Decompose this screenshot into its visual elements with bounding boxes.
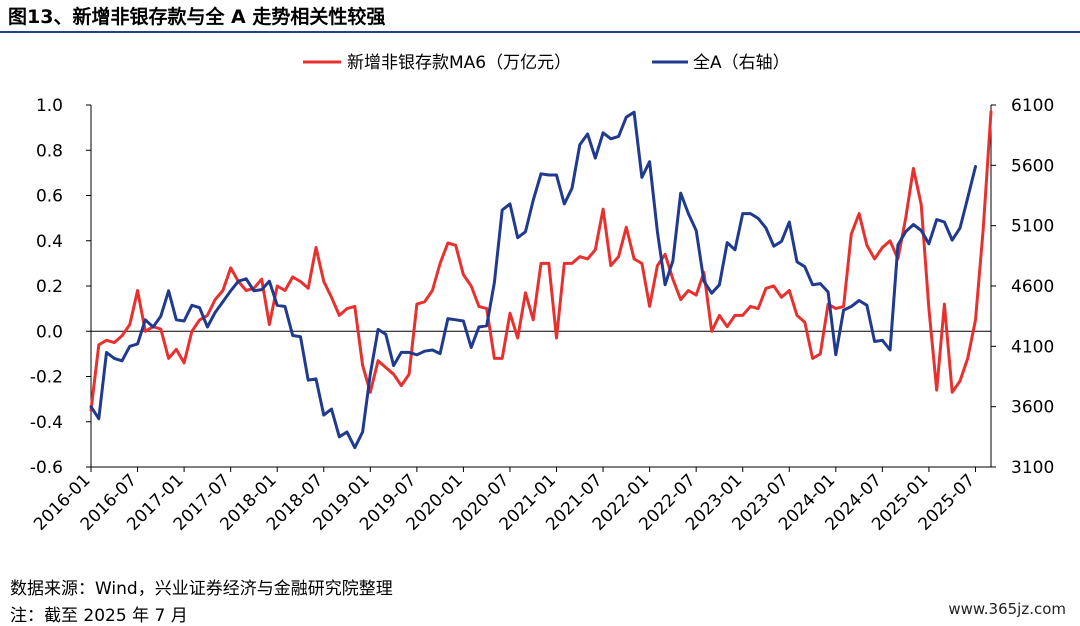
source-note: 数据来源：Wind，兴业证券经济与金融研究院整理	[10, 579, 393, 599]
right-tick-label: 3600	[1011, 398, 1054, 418]
right-tick-label: 3100	[1011, 458, 1054, 478]
left-tick-label: -0.6	[30, 458, 63, 478]
legend-label-red: 新增非银存款MA6（万亿元）	[347, 53, 571, 73]
watermark: www.365jz.com	[948, 600, 1066, 618]
chart-title: 图13、新增非银存款与全 A 走势相关性较强	[8, 6, 386, 28]
red-series-line	[89, 110, 993, 412]
chart-area: 新增非银存款MA6（万亿元） 全A（右轴） 1.0 0.8 0.6 0.4 0.2 0.0 -…	[30, 53, 1054, 535]
right-tick-label: 4600	[1011, 277, 1054, 297]
left-tick-label: -0.2	[30, 368, 63, 388]
right-tick-label: 5600	[1011, 156, 1054, 176]
blue-series-line	[89, 110, 977, 450]
left-tick-label: 0.8	[36, 141, 63, 161]
right-tick-label: 6100	[1011, 96, 1054, 116]
legend: 新增非银存款MA6（万亿元） 全A（右轴）	[303, 53, 790, 73]
right-tick-label: 4100	[1011, 337, 1054, 357]
series-lines	[89, 110, 993, 450]
left-tick-label: 1.0	[36, 96, 63, 116]
title-divider	[0, 31, 1080, 33]
left-tick-label: -0.4	[30, 413, 63, 433]
axes: 1.0 0.8 0.6 0.4 0.2 0.0 -0.2 -0.4 -0.6 6100 5600 51…	[30, 96, 1054, 535]
left-tick-label: 0.2	[36, 277, 63, 297]
right-tick-label: 5100	[1011, 217, 1054, 237]
left-tick-label: 0.6	[36, 187, 63, 207]
left-tick-label: 0.4	[36, 232, 63, 252]
legend-label-blue: 全A（右轴）	[693, 53, 790, 73]
date-note: 注：截至 2025 年 7 月	[10, 606, 188, 626]
left-tick-label: 0.0	[36, 322, 63, 342]
